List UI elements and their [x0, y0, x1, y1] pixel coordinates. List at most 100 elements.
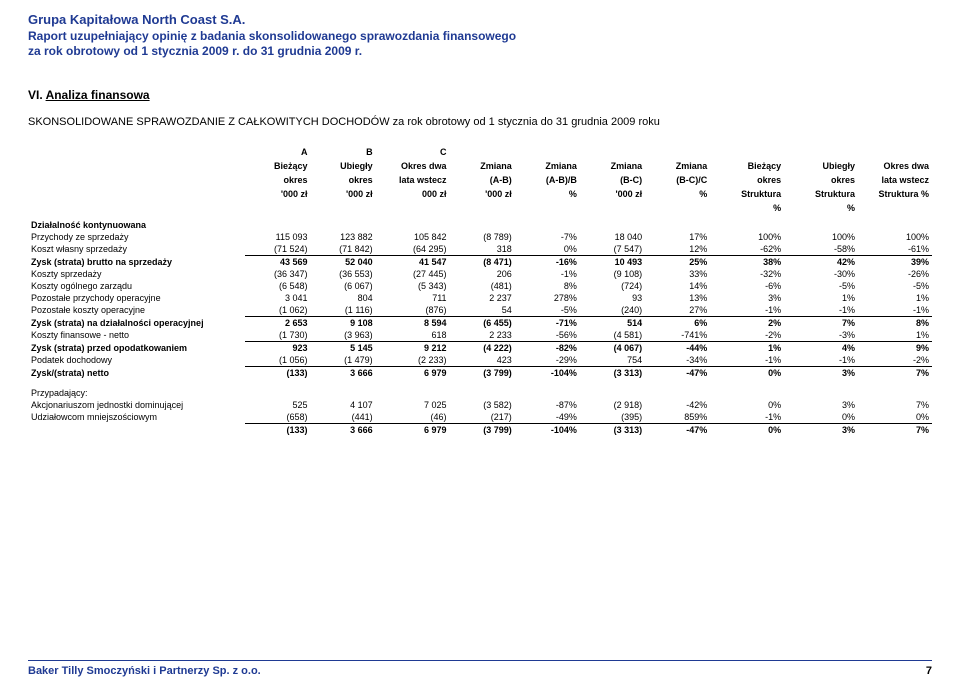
- table-row: Udziałowcom mniejszościowym(658)(441)(46…: [28, 411, 932, 424]
- cell: 206: [450, 268, 515, 280]
- cell: 1%: [858, 329, 932, 342]
- col-j-l2: lata wstecz: [858, 174, 932, 188]
- cell: (2 233): [376, 354, 450, 367]
- cell: (8 789): [450, 231, 515, 243]
- cell: (7 547): [580, 243, 645, 256]
- section-number: VI.: [28, 88, 43, 102]
- cell: (724): [580, 280, 645, 292]
- cell: -2%: [710, 329, 784, 342]
- cell: 3%: [784, 424, 858, 437]
- cell: 43 569: [245, 256, 310, 269]
- cell: (46): [376, 411, 450, 424]
- cell: -58%: [784, 243, 858, 256]
- cell: 1%: [784, 292, 858, 304]
- col-h-l1: Bieżący: [710, 160, 784, 174]
- cell: 12%: [645, 243, 710, 256]
- cell: 100%: [710, 231, 784, 243]
- cell: -6%: [710, 280, 784, 292]
- cell: (133): [245, 424, 310, 437]
- financial-table: A B C Bieżący Ubiegły Okres dwa Zmiana Z…: [28, 146, 932, 436]
- row-label: Koszt własny sprzedaży: [28, 243, 245, 256]
- cell: 14%: [645, 280, 710, 292]
- cell: 711: [376, 292, 450, 304]
- table-header: A B C Bieżący Ubiegły Okres dwa Zmiana Z…: [28, 146, 932, 216]
- col-a-l1: Bieżący: [245, 160, 310, 174]
- row-label: Zysk (strata) brutto na sprzedaży: [28, 256, 245, 269]
- cell: 54: [450, 304, 515, 317]
- cell: -42%: [645, 399, 710, 411]
- cell: 3 666: [310, 424, 375, 437]
- cell: 2%: [710, 317, 784, 330]
- cell: (6 548): [245, 280, 310, 292]
- cell: -71%: [515, 317, 580, 330]
- col-e-l3: %: [515, 188, 580, 202]
- col-c-top: C: [376, 146, 450, 160]
- page-footer: Baker Tilly Smoczyński i Partnerzy Sp. z…: [28, 660, 932, 677]
- cell: 7%: [858, 424, 932, 437]
- cell: 2 233: [450, 329, 515, 342]
- row-label: Koszty sprzedaży: [28, 268, 245, 280]
- cell: -1%: [515, 268, 580, 280]
- table-row: Koszty finansowe - netto(1 730)(3 963)61…: [28, 329, 932, 342]
- cell: 13%: [645, 292, 710, 304]
- cell: (2 918): [580, 399, 645, 411]
- col-i-l3: Struktura: [784, 188, 858, 202]
- cell: 804: [310, 292, 375, 304]
- cell: 525: [245, 399, 310, 411]
- cell: -61%: [858, 243, 932, 256]
- col-d-l3: '000 zł: [450, 188, 515, 202]
- col-j-l1: Okres dwa: [858, 160, 932, 174]
- table-body-attributable: Przypadający: Akcjonariuszom jednostki d…: [28, 379, 932, 436]
- col-b-l2: okres: [310, 174, 375, 188]
- col-c-l1: Okres dwa: [376, 160, 450, 174]
- cell: 100%: [784, 231, 858, 243]
- cell: 754: [580, 354, 645, 367]
- header-period: za rok obrotowy od 1 stycznia 2009 r. do…: [28, 44, 932, 60]
- cell: 859%: [645, 411, 710, 424]
- table-row: Zysk (strata) na działalności operacyjne…: [28, 317, 932, 330]
- cell: (71 524): [245, 243, 310, 256]
- cell: -5%: [784, 280, 858, 292]
- cell: (64 295): [376, 243, 450, 256]
- table-row: Pozostałe przychody operacyjne3 04180471…: [28, 292, 932, 304]
- cell: 7%: [858, 399, 932, 411]
- col-a-l3: '000 zł: [245, 188, 310, 202]
- cell: (240): [580, 304, 645, 317]
- row-label: Pozostałe przychody operacyjne: [28, 292, 245, 304]
- row-label: Koszty finansowe - netto: [28, 329, 245, 342]
- cell: 6 979: [376, 367, 450, 380]
- table-row: Koszty ogólnego zarządu(6 548)(6 067)(5 …: [28, 280, 932, 292]
- cell: -3%: [784, 329, 858, 342]
- cell: (395): [580, 411, 645, 424]
- cell: (6 455): [450, 317, 515, 330]
- row-label: Koszty ogólnego zarządu: [28, 280, 245, 292]
- cell: (36 553): [310, 268, 375, 280]
- cell: -1%: [784, 354, 858, 367]
- cell: 123 882: [310, 231, 375, 243]
- cell: -47%: [645, 424, 710, 437]
- col-a-l2: okres: [245, 174, 310, 188]
- table-row: (133)3 6666 979(3 799)-104%(3 313)-47%0%…: [28, 424, 932, 437]
- cell: (441): [310, 411, 375, 424]
- row-label: Pozostałe koszty operacyjne: [28, 304, 245, 317]
- cell: 0%: [710, 424, 784, 437]
- col-g-l2: (B-C)/C: [645, 174, 710, 188]
- cell: -26%: [858, 268, 932, 280]
- col-f-l2: (B-C): [580, 174, 645, 188]
- cell: (36 347): [245, 268, 310, 280]
- cell: 9 212: [376, 342, 450, 355]
- cell: (133): [245, 367, 310, 380]
- cell: -104%: [515, 424, 580, 437]
- cell: 4%: [784, 342, 858, 355]
- cell: (658): [245, 411, 310, 424]
- cell: 9%: [858, 342, 932, 355]
- cell: 105 842: [376, 231, 450, 243]
- col-h-l4: %: [710, 202, 784, 216]
- cell: (3 582): [450, 399, 515, 411]
- cell: (1 062): [245, 304, 310, 317]
- cell: 923: [245, 342, 310, 355]
- cell: -5%: [515, 304, 580, 317]
- cell: -82%: [515, 342, 580, 355]
- col-b-top: B: [310, 146, 375, 160]
- cell: 7%: [784, 317, 858, 330]
